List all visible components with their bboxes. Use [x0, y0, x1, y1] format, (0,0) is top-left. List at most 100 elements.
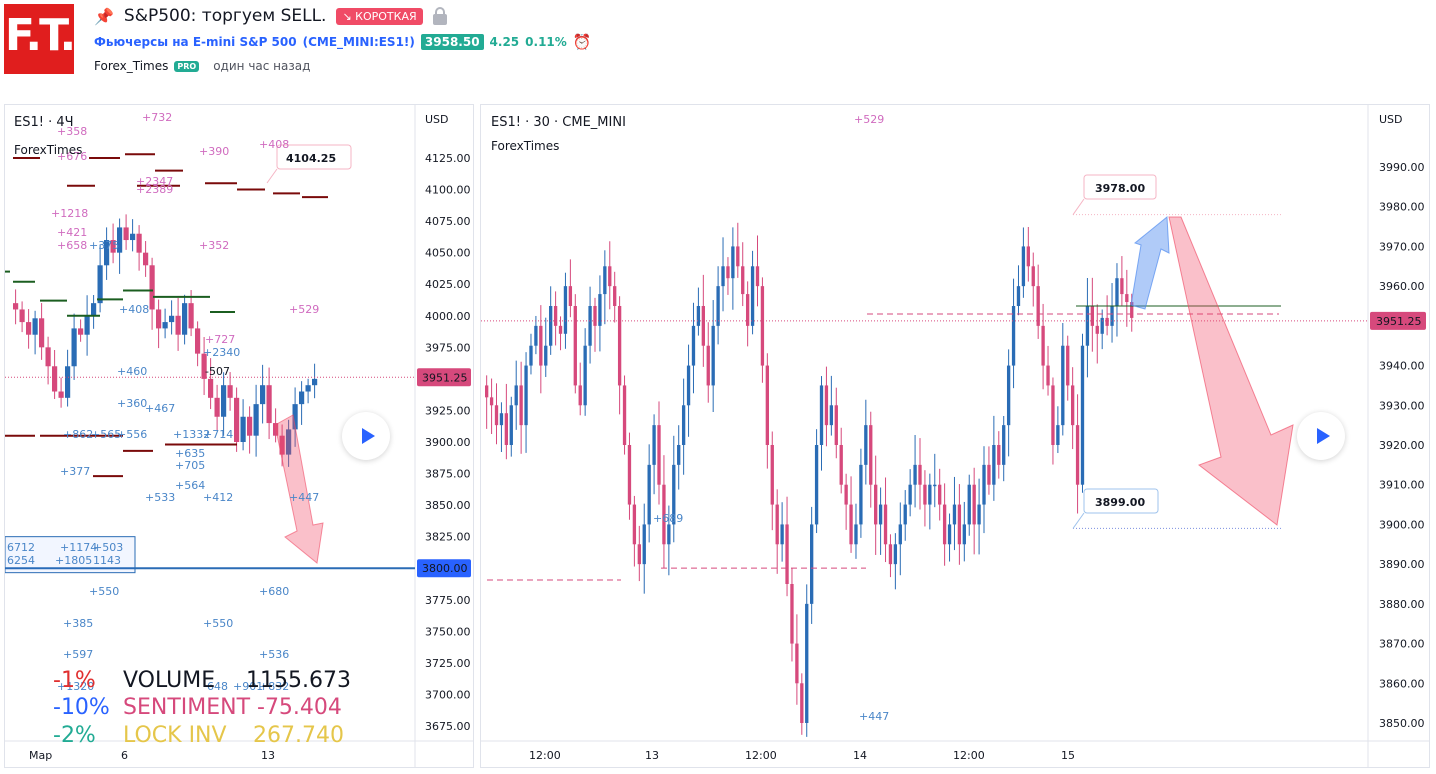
annotation-label: +503: [93, 541, 123, 554]
legend-sentiment-pct: -10%: [53, 695, 110, 720]
time-tick: 12:00: [745, 749, 777, 762]
brand-logo[interactable]: F.T.: [4, 4, 76, 74]
candle-body: [1066, 345, 1070, 386]
annotation-label: +460: [117, 365, 147, 378]
candle-body: [1016, 286, 1021, 306]
candle-body: [760, 286, 765, 366]
time-tick: 13: [261, 749, 275, 762]
annotation-label: 6712: [7, 541, 35, 554]
candle-body: [726, 266, 730, 279]
target-high-box: [1083, 174, 1157, 200]
annotation-label: 6254: [7, 554, 35, 567]
candle-body: [834, 405, 838, 445]
target-low-label: 3899.00: [1095, 496, 1145, 509]
sell-arrow: [1168, 216, 1294, 526]
candle-body: [71, 328, 77, 367]
candle-body: [1110, 306, 1114, 326]
annotation-label: +901: [233, 680, 263, 693]
candle-body: [918, 464, 922, 485]
annotation-label: +862: [63, 428, 93, 441]
candle-body: [26, 322, 32, 335]
price-tick: 4100.00: [425, 184, 471, 197]
candle-body: [810, 524, 814, 604]
candle-body: [652, 425, 656, 465]
candle-body: [1075, 425, 1080, 485]
time-tick: 14: [853, 749, 867, 762]
candle-body: [657, 425, 661, 485]
price-tick: 3850.00: [425, 499, 471, 512]
candle-body: [182, 303, 188, 335]
legend-volume-value: 1155.673: [246, 668, 351, 693]
candle-body: [286, 429, 292, 455]
candle-body: [883, 504, 888, 545]
published-time: один час назад: [213, 59, 311, 73]
candle-body: [175, 315, 181, 335]
candle-body: [1085, 306, 1090, 346]
candle-body: [686, 365, 691, 406]
candle-body: [1056, 425, 1060, 445]
candle-body: [790, 584, 794, 644]
candle-body: [736, 246, 740, 267]
candle-body: [997, 445, 1001, 465]
candle-body: [755, 266, 760, 287]
candle-body: [104, 240, 110, 266]
annotation-label: +635: [175, 447, 205, 460]
author-row: Forex_Times PRO один час назад: [94, 57, 310, 75]
short-badge: ↘ КОРОТКАЯ: [336, 7, 423, 25]
play-button-right[interactable]: [1297, 412, 1345, 460]
annotation-label: +352: [199, 239, 229, 252]
candle-body: [162, 322, 168, 329]
candle-body: [299, 391, 305, 405]
annotation-label: +529: [854, 113, 884, 126]
candle-body: [544, 345, 548, 366]
left-chart[interactable]: USD 4125.00 4100.00 4075.00 4050.00 4025.00 40…: [4, 104, 474, 768]
candle-body: [888, 544, 893, 565]
time-tick: Мар: [29, 749, 52, 762]
candle-body: [785, 524, 789, 584]
left-chart-canvas[interactable]: USD 4125.00 4100.00 4075.00 4050.00 4025.00 40…: [5, 105, 474, 768]
candle-body: [573, 306, 577, 386]
candle-body: [913, 464, 917, 485]
current-price-tag: [417, 368, 471, 387]
candle-body: [677, 445, 681, 465]
candle-body: [603, 266, 607, 295]
candle-body: [903, 504, 907, 525]
time-tick: 12:00: [953, 749, 985, 762]
candle-body: [608, 266, 612, 287]
candle-body: [130, 233, 136, 241]
annotation-label: +358: [57, 125, 87, 138]
candle-body: [928, 484, 932, 505]
candle-body: [1115, 278, 1119, 306]
candle-body: [260, 385, 266, 405]
candle-body: [534, 325, 538, 346]
candle-body: [775, 504, 779, 545]
candle-body: [553, 306, 558, 326]
annotation-label: +467: [145, 402, 175, 415]
annotation-label: +1320: [57, 680, 94, 693]
price-tick: 3870.00: [1379, 638, 1425, 651]
annotation-label: +1174: [60, 541, 97, 554]
candle-body: [32, 318, 38, 335]
legend-sentiment-name: SENTIMENT: [123, 695, 251, 720]
legend-volume-pct: -1%: [53, 668, 96, 693]
alarm-clock-icon[interactable]: ⏰: [572, 33, 592, 51]
right-chart-canvas[interactable]: USD 3990.00 3980.00 3970.00 3960.00 3940.00 39…: [481, 105, 1430, 768]
price-tick: 3970.00: [1379, 240, 1425, 253]
candle-body: [1125, 294, 1129, 303]
annotation-label: +533: [145, 491, 175, 504]
candle-body: [1100, 317, 1104, 334]
legend-volume-name: VOLUME: [123, 668, 216, 693]
candle-body: [305, 385, 311, 392]
annotation-label: +360: [117, 397, 147, 410]
candle-body: [188, 303, 194, 329]
annotation-label: +1218: [51, 207, 88, 220]
symbol-name-link[interactable]: Фьючерсы на E-mini S&P 500: [94, 35, 297, 49]
symbol-code-link[interactable]: (CME_MINI:ES1!): [302, 35, 415, 49]
price-tick: 3725.00: [425, 657, 471, 670]
play-button-left[interactable]: [342, 412, 390, 460]
idea-title: S&P500: торгуем SELL.: [123, 6, 327, 26]
right-chart[interactable]: USD 3990.00 3980.00 3970.00 3960.00 3940.00 39…: [480, 104, 1430, 768]
candle-body: [514, 385, 518, 406]
candle-body: [1046, 365, 1050, 386]
author-name[interactable]: Forex_Times: [94, 59, 169, 73]
